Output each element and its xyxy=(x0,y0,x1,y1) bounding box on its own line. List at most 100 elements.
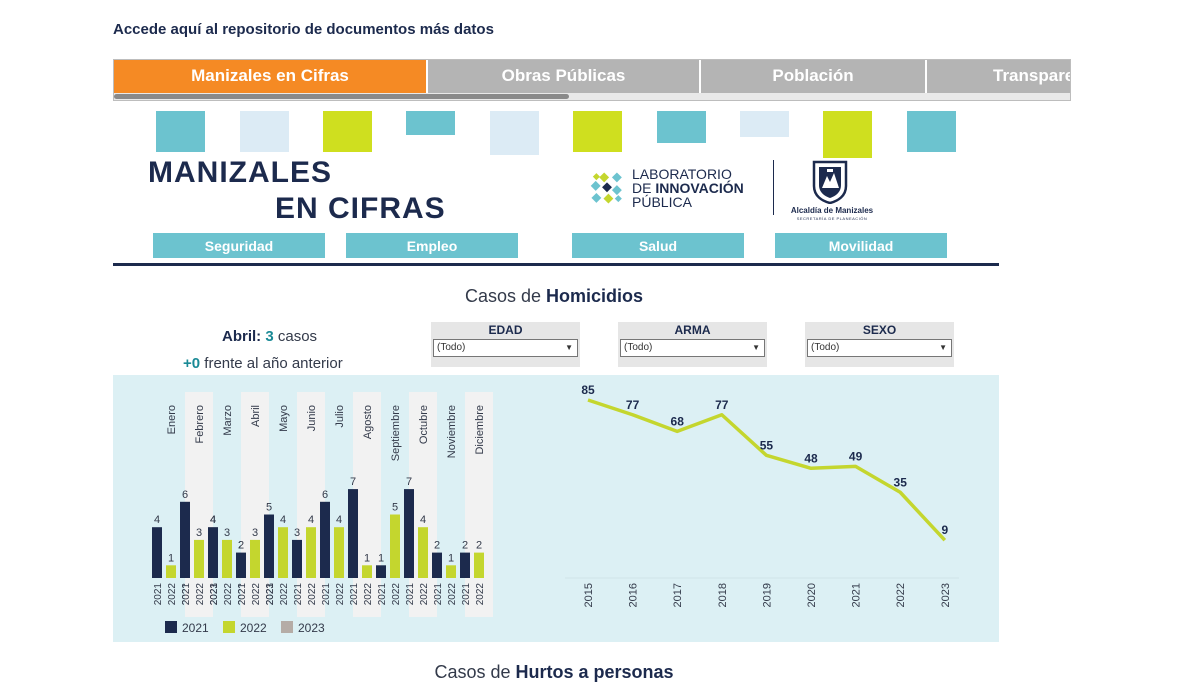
lab-line2-bold: INNOVACIÓN xyxy=(655,180,744,196)
bar xyxy=(418,527,428,578)
year-tick-label: 2015 xyxy=(583,583,595,607)
bar xyxy=(166,565,176,578)
month-label: Julio xyxy=(334,405,346,428)
tab-manizales-en-cifras[interactable]: Manizales en Cifras xyxy=(114,60,428,93)
bar-year-label: 2021 xyxy=(461,583,472,606)
line-value-label: 49 xyxy=(849,449,863,463)
bar-year-label: 2022 xyxy=(223,583,234,606)
bar-year-label: 2022 xyxy=(391,583,402,606)
bar-value-label: 2 xyxy=(462,540,468,552)
next-section-prefix: Casos de xyxy=(434,662,516,682)
bar xyxy=(278,527,288,578)
line-value-label: 68 xyxy=(671,414,685,428)
year-tick-label: 2017 xyxy=(672,583,684,607)
filter-arma-select[interactable]: (Todo) ▼ xyxy=(620,339,765,357)
section-title-homicidios: Casos de Homicidios xyxy=(0,286,1108,307)
legend-label: 2022 xyxy=(240,621,267,635)
month-label: Enero xyxy=(166,405,178,434)
line-value-label: 55 xyxy=(760,438,774,452)
decor-square xyxy=(156,111,205,152)
decor-square xyxy=(907,111,956,152)
filter-sexo-value: (Todo) xyxy=(811,342,840,353)
tab-obras-publicas[interactable]: Obras Públicas xyxy=(428,60,701,93)
bar-value-label: 7 xyxy=(350,476,356,488)
line-value-label: 77 xyxy=(715,398,729,412)
tab-poblacion[interactable]: Población xyxy=(701,60,927,93)
filter-sexo-label: SEXO xyxy=(862,323,897,337)
next-section-bold: Hurtos a personas xyxy=(515,662,674,682)
bar-value-label: 7 xyxy=(406,476,412,488)
bar xyxy=(446,565,456,578)
category-salud-button[interactable]: Salud xyxy=(572,233,744,258)
month-band xyxy=(241,392,269,617)
bar-value-label: 1 xyxy=(364,552,370,564)
decor-square xyxy=(823,111,872,158)
tab-scrollbar-thumb[interactable] xyxy=(114,94,569,99)
filter-edad-select[interactable]: (Todo) ▼ xyxy=(433,339,578,357)
bar-value-label: 6 xyxy=(322,489,328,501)
bar-value-label: 4 xyxy=(210,514,216,526)
filter-sexo: SEXO (Todo) ▼ xyxy=(805,322,954,367)
bar xyxy=(334,527,344,578)
year-tick-label: 2021 xyxy=(851,583,863,607)
filter-sexo-select[interactable]: (Todo) ▼ xyxy=(807,339,952,357)
year-tick-label: 2019 xyxy=(761,583,773,607)
bar-year-label: 2022 xyxy=(307,583,318,606)
bar-value-label: 1 xyxy=(448,552,454,564)
dropdown-arrow-icon: ▼ xyxy=(939,343,947,352)
bar-year-label: 2021 xyxy=(153,583,164,606)
bar-value-label: 2 xyxy=(476,540,482,552)
kpi-cases-value: 3 xyxy=(265,328,274,345)
bar-value-label: 4 xyxy=(420,514,426,526)
bar-value-label: 3 xyxy=(294,527,300,539)
legend-label: 2021 xyxy=(182,621,209,635)
bar-year-label: 2022 xyxy=(363,583,374,606)
decor-square xyxy=(323,111,372,152)
bar xyxy=(348,489,358,578)
decor-square xyxy=(240,111,289,152)
logo-divider xyxy=(773,160,774,215)
dropdown-arrow-icon: ▼ xyxy=(565,343,573,352)
bar-year-label: 2022 xyxy=(167,583,178,606)
bar xyxy=(292,539,302,578)
bar-value-label: 4 xyxy=(280,514,286,526)
decor-square xyxy=(490,111,539,155)
tab-bar: Manizales en Cifras Obras Públicas Pobla… xyxy=(113,59,1071,101)
bar-year-label: 2022 xyxy=(279,583,290,606)
filter-edad-label: EDAD xyxy=(488,323,523,337)
decor-square xyxy=(573,111,622,152)
bar-year-label: 2023 xyxy=(265,583,276,606)
category-seguridad-button[interactable]: Seguridad xyxy=(153,233,325,258)
tab-scrollbar[interactable] xyxy=(114,93,1070,100)
category-empleo-button[interactable]: Empleo xyxy=(346,233,518,258)
lab-line2: DE INNOVACIÓN xyxy=(632,181,744,195)
legend-swatch xyxy=(281,621,293,633)
bar xyxy=(362,565,372,578)
month-label: Mayo xyxy=(278,405,290,432)
bar-value-label: 5 xyxy=(266,502,272,514)
filter-arma-value: (Todo) xyxy=(624,342,653,353)
year-tick-label: 2016 xyxy=(628,583,640,607)
bar-year-label: 2021 xyxy=(405,583,416,606)
section-title-prefix: Casos de xyxy=(464,286,547,306)
bar-year-label: 2022 xyxy=(447,583,458,606)
tab-transparencia[interactable]: Transparencia xyxy=(927,60,1070,93)
month-label: Octubre xyxy=(418,405,430,444)
innovation-lab-logo-icon xyxy=(590,172,622,204)
section-title-bold: Homicidios xyxy=(546,286,644,306)
bar-year-label: 2021 xyxy=(349,583,360,606)
bar xyxy=(474,552,484,578)
bar-year-label: 2022 xyxy=(335,583,346,606)
header-divider xyxy=(113,263,999,266)
bar-year-label: 2021 xyxy=(433,583,444,606)
category-movilidad-button[interactable]: Movilidad xyxy=(775,233,947,258)
month-label: Diciembre xyxy=(474,405,486,455)
bar xyxy=(208,527,218,578)
legend-swatch xyxy=(223,621,235,633)
repository-link[interactable]: Accede aquí al repositorio de documentos… xyxy=(113,21,494,38)
bar-year-label: 2021 xyxy=(293,583,304,606)
chart-panel: Enero420211202202023Febrero6202132022420… xyxy=(113,375,999,642)
bar xyxy=(152,527,162,578)
month-label: Abril xyxy=(250,405,262,427)
decor-square xyxy=(740,111,789,137)
